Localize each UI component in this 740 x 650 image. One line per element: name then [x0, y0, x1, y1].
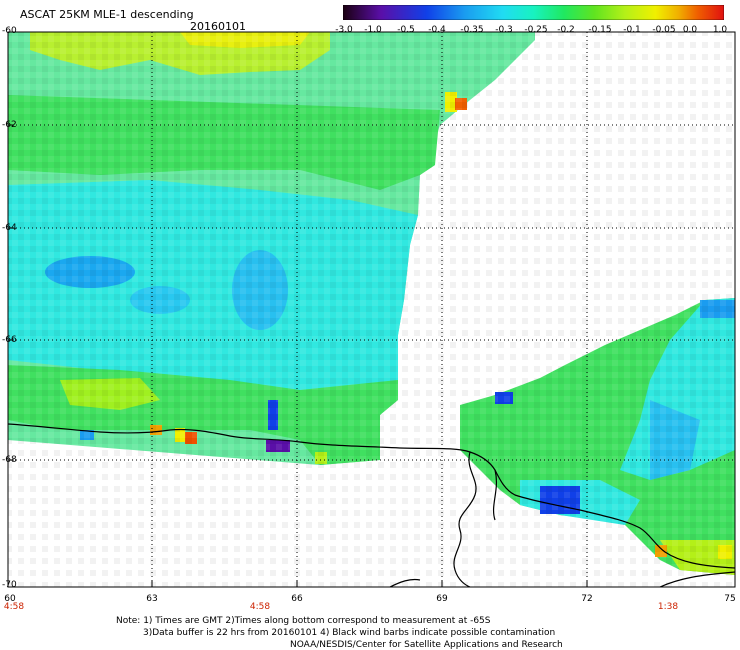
- colorbar-label: -0.3: [495, 25, 513, 35]
- colorbar-label: -3.0: [335, 25, 353, 35]
- note-line-1: Note: 1) Times are GMT 2)Times along bot…: [116, 616, 491, 626]
- lat-label: -62: [2, 120, 17, 130]
- lon-label: 63: [146, 594, 158, 604]
- map-frame: [7, 31, 736, 588]
- colorbar-label: -0.35: [460, 25, 484, 35]
- lat-label: -64: [2, 223, 17, 233]
- note-line-2: 3)Data buffer is 22 hrs from 20160101 4)…: [143, 628, 556, 638]
- colorbar: [343, 5, 724, 20]
- product-title: ASCAT 25KM MLE-1 descending: [20, 8, 194, 21]
- time-label: 4:58: [249, 602, 271, 612]
- lon-label: 66: [291, 594, 303, 604]
- colorbar-label: -0.15: [588, 25, 612, 35]
- coastline: [7, 423, 736, 588]
- colorbar-label: 0.0: [682, 25, 698, 35]
- lat-lon-grid: [8, 32, 735, 587]
- time-label: 1:38: [657, 602, 679, 612]
- colorbar-label: -0.4: [428, 25, 446, 35]
- colorbar-label: -1.0: [364, 25, 382, 35]
- colorbar-label: -0.5: [397, 25, 415, 35]
- colorbar-label: 1.0: [712, 25, 728, 35]
- product-date: 20160101: [190, 20, 246, 33]
- colorbar-label: -0.1: [623, 25, 641, 35]
- pixel-texture: [8, 32, 735, 587]
- lon-label: 69: [436, 594, 448, 604]
- colorbar-label: -0.25: [524, 25, 548, 35]
- lon-label: 60: [4, 594, 16, 604]
- lon-label: 72: [581, 594, 593, 604]
- lat-label: -66: [2, 335, 17, 345]
- lat-label: -68: [2, 455, 17, 465]
- note-line-3: NOAA/NESDIS/Center for Satellite Applica…: [290, 640, 563, 650]
- colorbar-label: -0.2: [557, 25, 575, 35]
- lat-label: -60: [2, 26, 17, 36]
- lat-label: -70: [2, 580, 17, 590]
- colorbar-label: -0.05: [652, 25, 676, 35]
- time-label: 4:58: [3, 602, 25, 612]
- lon-label: 75: [724, 594, 736, 604]
